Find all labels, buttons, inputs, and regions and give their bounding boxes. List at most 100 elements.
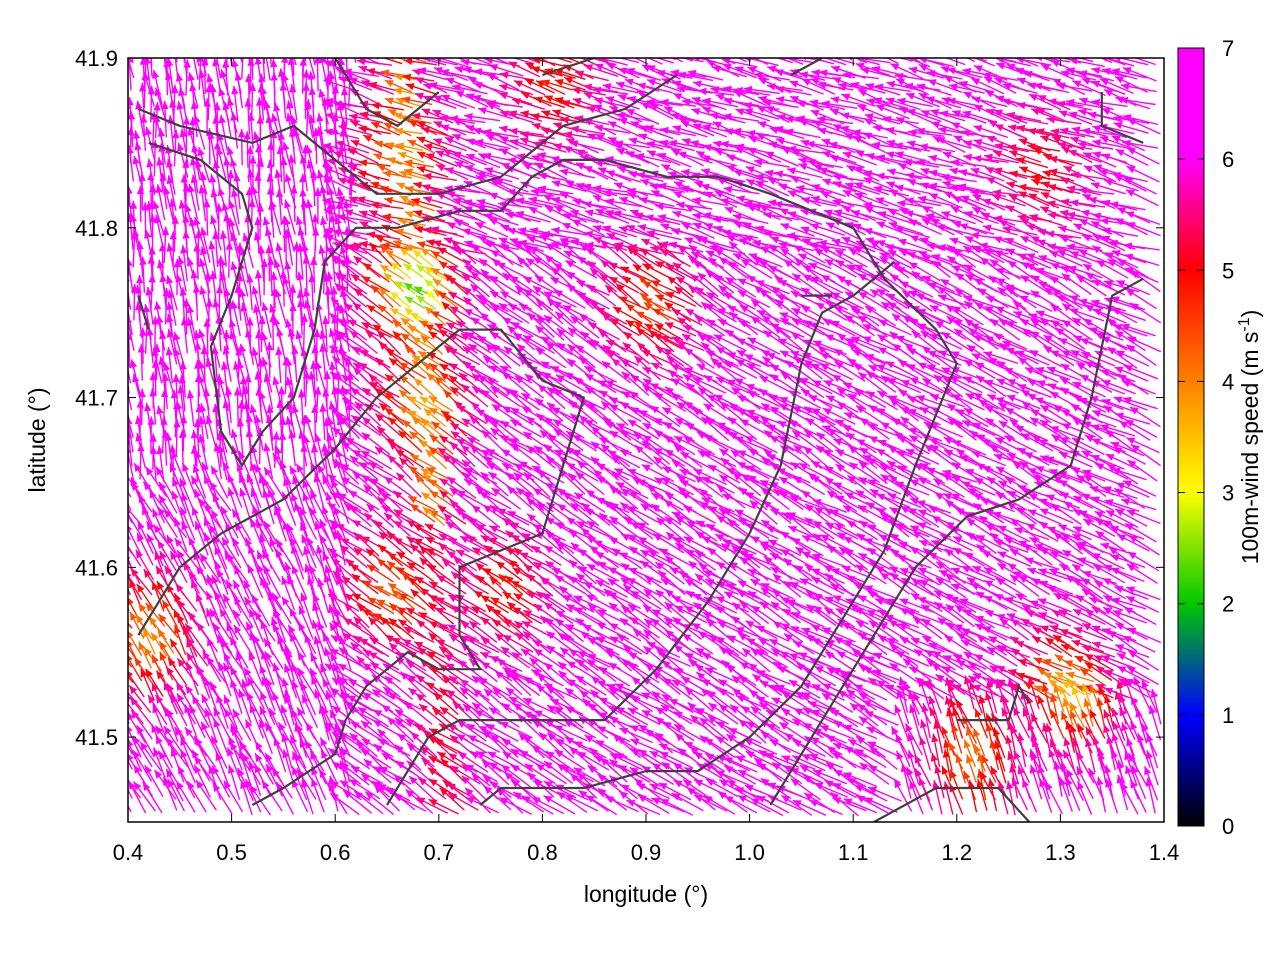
wind-vector-head — [733, 221, 743, 229]
wind-vector-head — [216, 146, 224, 156]
wind-vector-head — [223, 157, 231, 166]
wind-vector-head — [385, 374, 394, 383]
wind-vector-head — [702, 48, 711, 55]
wind-vector-head — [647, 150, 657, 158]
wind-vector-head — [190, 100, 199, 110]
wind-vector-head — [791, 149, 801, 157]
wind-vector-head — [855, 62, 865, 70]
wind-vector-head — [920, 330, 930, 339]
wind-vector-head — [270, 58, 278, 68]
wind-vector-head — [1120, 82, 1130, 91]
wind-vector-head — [673, 93, 683, 101]
wind-vector-head — [273, 102, 281, 112]
wind-vector-head — [712, 140, 722, 148]
wind-vector-head — [722, 64, 732, 71]
wind-vector-head — [524, 79, 534, 86]
wind-vector-head — [954, 288, 964, 297]
wind-vector-head — [1031, 178, 1041, 186]
wind-vector-head — [414, 58, 420, 62]
wind-vector-head — [336, 44, 343, 52]
wind-vector-head — [215, 285, 224, 294]
wind-vector-head — [416, 166, 426, 174]
wind-vector-head — [1047, 211, 1057, 220]
wind-vector-head — [1083, 152, 1093, 160]
wind-vector-head — [1091, 80, 1101, 88]
wind-vector-head — [230, 261, 238, 271]
wind-vector-head — [275, 188, 284, 198]
wind-vector-head — [299, 188, 307, 197]
wind-vector-head — [405, 83, 415, 91]
wind-vector — [345, 58, 348, 62]
wind-vector-head — [1081, 77, 1091, 85]
wind-vector-head — [499, 83, 508, 91]
wind-vector-head — [885, 151, 895, 159]
wind-vector-head — [499, 71, 509, 79]
wind-vector-head — [416, 264, 425, 273]
wind-vector-head — [976, 375, 985, 384]
wind-vector-head — [863, 132, 873, 140]
wind-vector-head — [200, 227, 208, 237]
wind-vector-head — [670, 112, 680, 120]
wind-vector-head — [176, 101, 184, 110]
wind-vector-head — [201, 58, 209, 66]
wind-vector-head — [466, 153, 476, 161]
wind-vector-head — [531, 155, 541, 162]
wind-vector — [265, 58, 271, 81]
wind-vector-head — [897, 238, 907, 246]
wind-vector-head — [416, 295, 425, 304]
wind-vector-head — [743, 101, 752, 110]
wind-vector-head — [321, 97, 329, 106]
wind-vector-head — [541, 127, 550, 135]
wind-vector-head — [984, 379, 994, 387]
wind-vector-head — [212, 43, 219, 52]
wind-vector-head — [147, 85, 156, 95]
wind-vector-head — [423, 196, 433, 204]
wind-vector-head — [144, 402, 152, 412]
wind-vector-head — [507, 157, 517, 165]
wind-vector-head — [182, 230, 190, 239]
wind-vector-head — [463, 66, 472, 74]
wind-vector-head — [209, 174, 217, 183]
wind-vector-head — [829, 155, 839, 163]
wind-vector-head — [817, 81, 827, 89]
wind-vector-head — [246, 145, 254, 154]
wind-vector — [364, 58, 381, 65]
wind-vector-head — [218, 87, 226, 97]
wind-vector-head — [937, 294, 947, 302]
wind-vector-head — [1111, 308, 1121, 315]
wind-vector-head — [656, 69, 666, 77]
wind-vector — [1117, 58, 1149, 66]
wind-vector-head — [1050, 350, 1060, 358]
wind-vector-head — [1111, 136, 1121, 143]
wind-vector-head — [319, 185, 327, 194]
wind-vector-head — [490, 386, 500, 395]
wind-vector-head — [119, 172, 126, 181]
wind-vector-head — [834, 47, 843, 54]
wind-vector-head — [368, 81, 378, 89]
wind-vector-head — [747, 66, 757, 74]
wind-vector-head — [931, 121, 940, 129]
wind-vector-head — [784, 115, 794, 123]
wind-vector-head — [671, 58, 676, 61]
wind-vector-head — [927, 79, 937, 87]
wind-vector-head — [1111, 68, 1121, 76]
wind-vector-head — [934, 321, 944, 329]
wind-vector-head — [122, 43, 129, 52]
wind-vector-head — [433, 67, 443, 74]
wind-vector-head — [280, 156, 288, 166]
wind-vector-head — [723, 85, 732, 93]
wind-vector-head — [158, 30, 165, 39]
wind-vector-head — [464, 113, 473, 121]
wind-vector-head — [1077, 141, 1087, 149]
wind-vector — [823, 58, 847, 66]
wind-vector-head — [310, 256, 318, 266]
wind-vector-head — [413, 181, 422, 189]
wind-vector-head — [154, 301, 162, 310]
wind-vector-head — [817, 115, 826, 123]
wind-vector-head — [352, 346, 362, 354]
wind-vector-head — [684, 348, 694, 356]
wind-vector-head — [649, 183, 659, 191]
wind-vector-head — [1092, 125, 1102, 133]
wind-vector-head — [616, 148, 626, 156]
wind-vector — [471, 58, 491, 66]
